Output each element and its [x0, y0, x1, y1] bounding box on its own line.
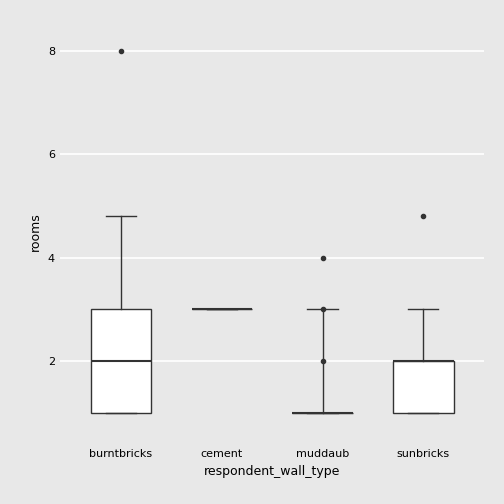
X-axis label: respondent_wall_type: respondent_wall_type	[204, 465, 340, 478]
PathPatch shape	[91, 309, 151, 413]
PathPatch shape	[393, 361, 454, 413]
Y-axis label: rooms: rooms	[29, 213, 42, 251]
